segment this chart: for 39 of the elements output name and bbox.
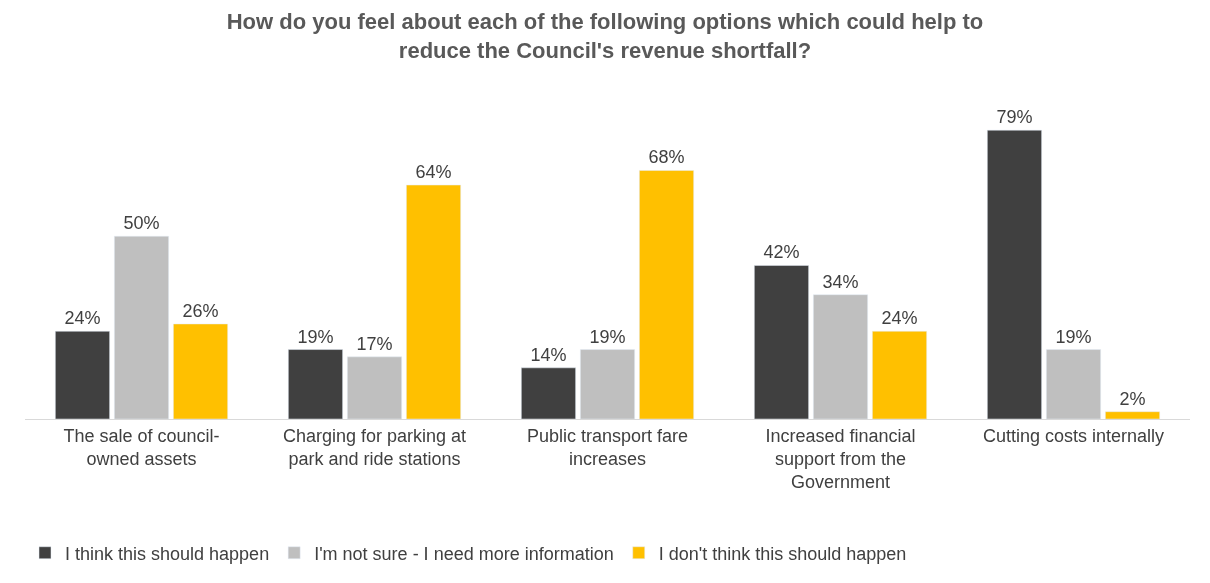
data-label: 24%: [881, 308, 918, 329]
legend-label: I don't think this should happen: [658, 543, 907, 564]
data-label: 2%: [1119, 388, 1146, 409]
data-label: 26%: [182, 300, 219, 321]
legend-label: I'm not sure - I need more information: [314, 543, 614, 564]
x-tick-label: Increased financial support from the Government: [765, 425, 916, 493]
bar: [521, 367, 576, 419]
bar: [987, 129, 1042, 419]
bar: [813, 294, 868, 419]
x-tick-label: Public transport fare increases: [526, 425, 689, 469]
bar: [55, 331, 110, 419]
bar: [347, 356, 402, 419]
data-label: 64%: [415, 162, 452, 183]
bar: [173, 323, 228, 419]
bar: [754, 265, 809, 419]
bar: [1105, 411, 1160, 419]
x-tick-label: Charging for parking at park and ride stations: [282, 425, 467, 469]
data-label: 34%: [822, 271, 859, 292]
data-label: 19%: [1055, 326, 1092, 347]
bar: [639, 170, 694, 419]
data-label: 50%: [123, 213, 160, 234]
legend-label: I think this should happen: [65, 543, 270, 564]
x-tick-label: Cutting costs internally: [982, 425, 1165, 446]
bar: [288, 349, 343, 419]
chart-title: How do you feel about each of the following options which could help to reduce the Council's revenue shortfall?: [226, 9, 984, 63]
data-label: 68%: [648, 147, 685, 168]
data-label: 42%: [763, 242, 800, 263]
data-label: 14%: [530, 344, 567, 365]
data-label: 19%: [297, 326, 334, 347]
x-tick-label: The sale of council-owned assets: [63, 425, 220, 469]
data-label: 79%: [996, 107, 1033, 128]
data-label: 19%: [589, 326, 626, 347]
bar: [1046, 349, 1101, 419]
bar: [872, 331, 927, 419]
data-label: 17%: [356, 333, 393, 354]
data-label: 24%: [64, 308, 101, 329]
bar: [406, 184, 461, 419]
bar: [114, 235, 169, 419]
bar: [580, 349, 635, 419]
